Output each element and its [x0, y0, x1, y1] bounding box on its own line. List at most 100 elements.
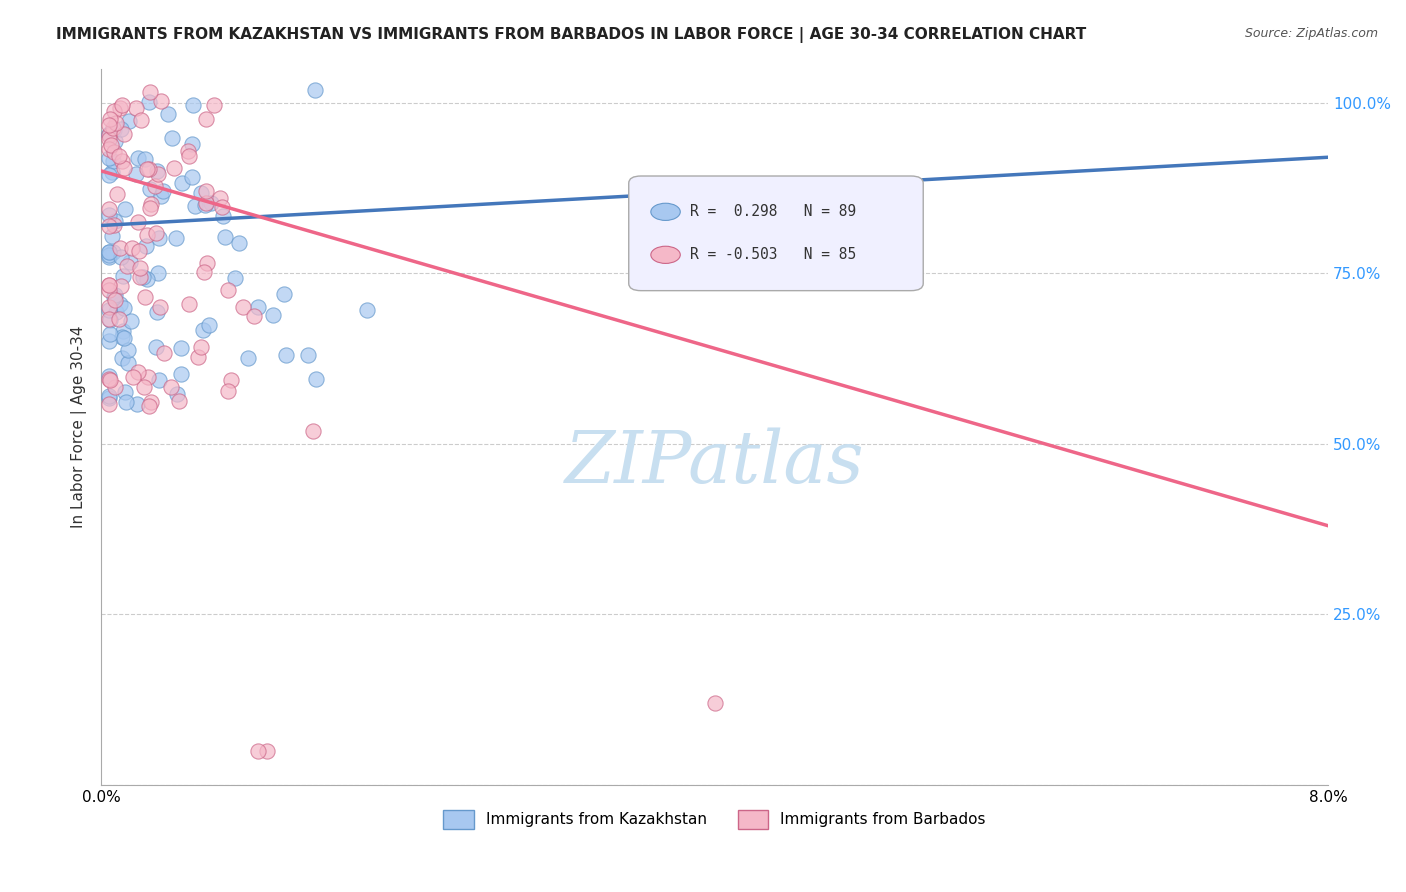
Point	[97, 391, 120, 405]
Point	[169, 394, 191, 409]
Point	[135, 272, 157, 286]
Point	[97, 397, 120, 411]
Point	[128, 244, 150, 259]
Point	[214, 230, 236, 244]
Point	[138, 95, 160, 110]
Point	[170, 176, 193, 190]
Point	[146, 305, 169, 319]
Point	[181, 98, 204, 112]
Point	[146, 266, 169, 280]
Point	[132, 380, 155, 394]
Point	[150, 188, 173, 202]
Point	[97, 202, 120, 216]
Point	[104, 380, 127, 394]
Point	[165, 231, 187, 245]
Point	[217, 283, 239, 297]
Point	[101, 153, 124, 168]
Point	[97, 334, 120, 348]
Point	[97, 219, 120, 233]
Point	[101, 121, 124, 136]
Point	[274, 348, 297, 362]
Point	[152, 185, 174, 199]
Point	[139, 85, 162, 99]
Point	[232, 301, 254, 315]
Point	[110, 121, 132, 136]
Point	[191, 323, 214, 337]
Point	[219, 374, 242, 388]
Point	[138, 161, 160, 176]
Point	[97, 151, 120, 165]
Point	[212, 209, 235, 223]
Point	[98, 372, 121, 386]
Point	[135, 239, 157, 253]
Point	[120, 314, 142, 328]
Point	[98, 374, 121, 388]
Point	[103, 245, 125, 260]
Point	[145, 227, 167, 241]
Point	[139, 196, 162, 211]
Point	[204, 98, 226, 112]
Circle shape	[651, 246, 681, 263]
Point	[125, 167, 148, 181]
Point	[103, 104, 125, 119]
Point	[134, 290, 156, 304]
Point	[132, 270, 155, 285]
Point	[97, 250, 120, 264]
Point	[108, 101, 131, 115]
Point	[111, 351, 134, 365]
Point	[194, 112, 217, 127]
Point	[273, 287, 295, 301]
Point	[97, 127, 120, 141]
Point	[97, 301, 120, 315]
Point	[104, 134, 127, 148]
Point	[97, 247, 120, 261]
Point	[98, 245, 121, 260]
Point	[159, 380, 181, 394]
Point	[125, 101, 148, 115]
Y-axis label: In Labor Force | Age 30-34: In Labor Force | Age 30-34	[72, 326, 87, 528]
Point	[194, 196, 217, 211]
Point	[148, 373, 170, 387]
Point	[209, 191, 232, 205]
Point	[187, 351, 209, 365]
Point	[98, 312, 121, 326]
Point	[112, 128, 135, 142]
Point	[112, 269, 135, 284]
Point	[114, 202, 136, 217]
Point	[125, 397, 148, 411]
Point	[242, 309, 264, 323]
Point	[217, 384, 239, 399]
Point	[107, 149, 129, 163]
Point	[98, 112, 121, 127]
Point	[190, 186, 212, 201]
Point	[190, 340, 212, 354]
Point	[97, 244, 120, 259]
Point	[177, 144, 200, 158]
Point	[256, 744, 278, 758]
Point	[238, 351, 260, 366]
Point	[111, 330, 134, 344]
Point	[145, 340, 167, 354]
Point	[193, 265, 215, 279]
Point	[302, 424, 325, 438]
Point	[112, 301, 135, 316]
Point	[103, 123, 125, 137]
Point	[138, 399, 160, 413]
Point	[97, 128, 120, 142]
Point	[211, 200, 233, 214]
Point	[153, 346, 176, 360]
Point	[108, 297, 131, 311]
Text: R =  0.298   N = 89: R = 0.298 N = 89	[690, 204, 856, 219]
Point	[262, 308, 284, 322]
Text: Source: ZipAtlas.com: Source: ZipAtlas.com	[1244, 27, 1378, 40]
Point	[97, 118, 120, 132]
Point	[179, 297, 201, 311]
Point	[143, 179, 166, 194]
Text: IMMIGRANTS FROM KAZAKHSTAN VS IMMIGRANTS FROM BARBADOS IN LABOR FORCE | AGE 30-3: IMMIGRANTS FROM KAZAKHSTAN VS IMMIGRANTS…	[56, 27, 1087, 43]
Point	[117, 355, 139, 369]
Point	[117, 343, 139, 357]
Point	[246, 744, 269, 758]
Point	[97, 368, 120, 383]
Point	[200, 196, 222, 211]
Point	[180, 170, 202, 185]
